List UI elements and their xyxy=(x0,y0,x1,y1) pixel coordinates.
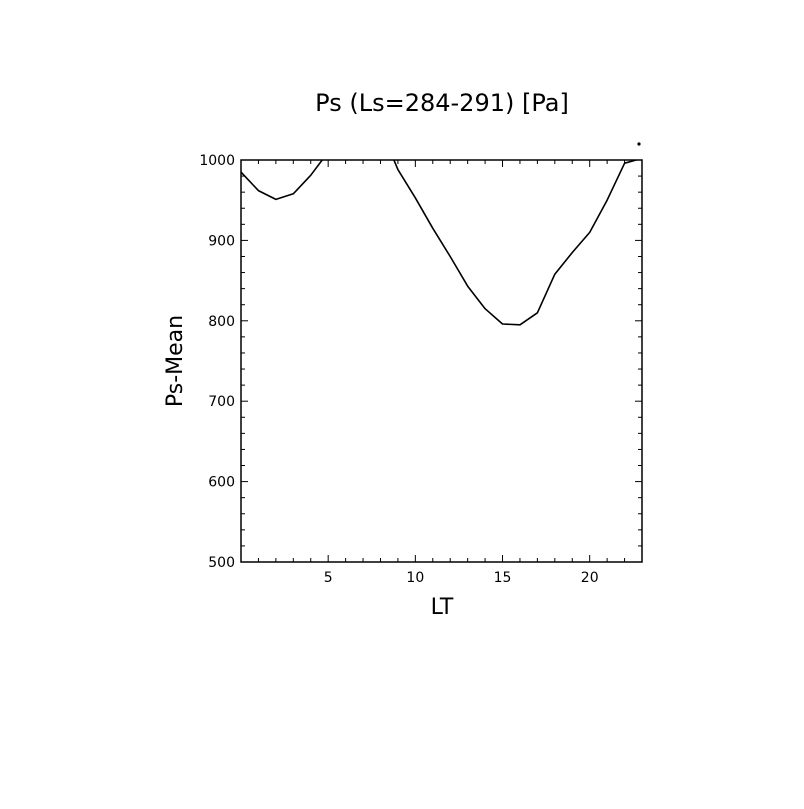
y-tick-label: 1000 xyxy=(199,153,235,169)
y-tick-label: 800 xyxy=(208,314,235,330)
x-tick-label: 20 xyxy=(581,570,599,586)
chart-title: Ps (Ls=284-291) [Pa] xyxy=(315,89,569,117)
y-tick-label: 900 xyxy=(208,233,235,249)
y-axis-label: Ps-Mean xyxy=(163,315,188,407)
plot-frame xyxy=(240,159,643,563)
y-tick-label: 600 xyxy=(208,475,235,491)
annotation-group xyxy=(637,142,641,146)
series-group xyxy=(241,160,640,326)
x-tick-label: 15 xyxy=(494,570,512,586)
x-axis-label: LT xyxy=(431,595,454,620)
y-tick-label: 500 xyxy=(208,555,235,571)
series-line xyxy=(241,160,640,326)
x-tick-label: 5 xyxy=(324,570,333,586)
axis-ticks xyxy=(240,159,643,563)
x-tick-label: 10 xyxy=(406,570,424,586)
annotation-dot xyxy=(637,142,641,146)
y-tick-label: 700 xyxy=(208,394,235,410)
tick-labels: 5 10 15 20 500 600 700 800 900 1000 xyxy=(199,153,598,586)
